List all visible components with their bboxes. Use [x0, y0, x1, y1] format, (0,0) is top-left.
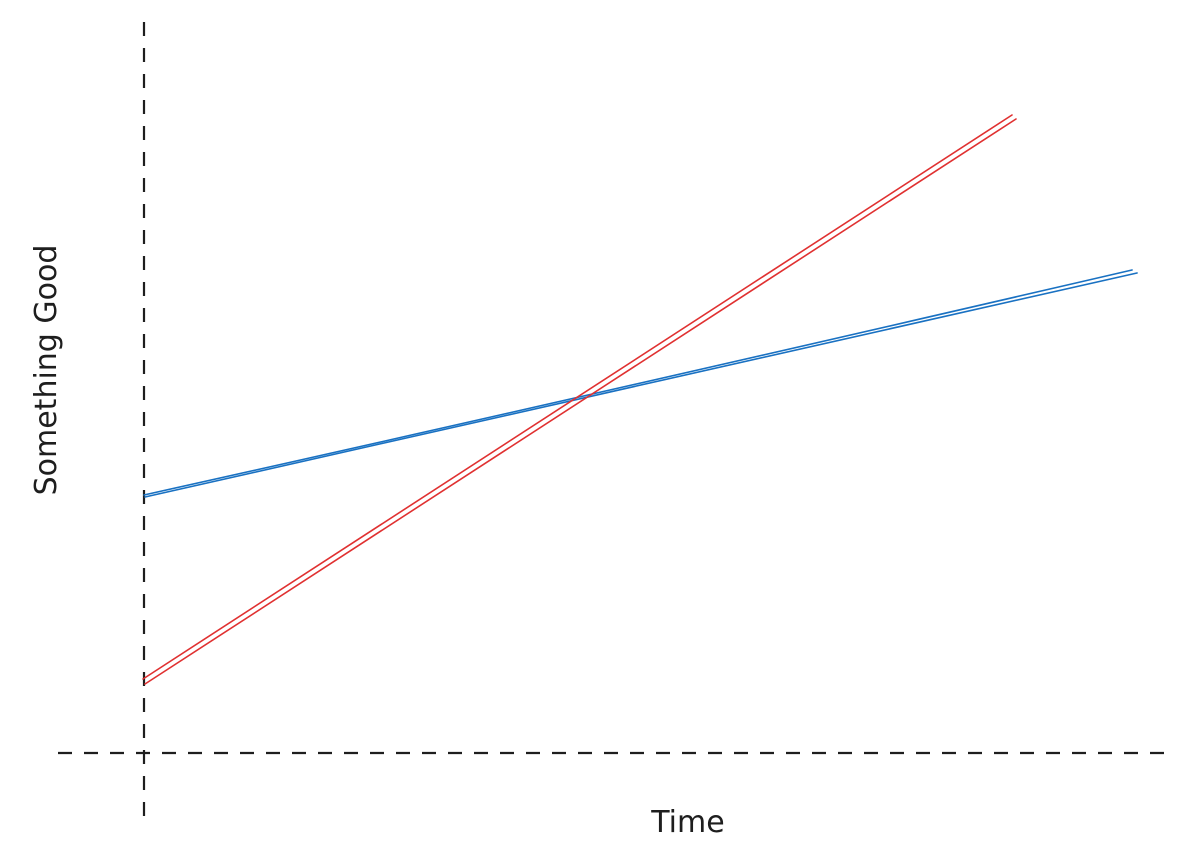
blue-stroke [144, 272, 1138, 498]
blue-line [143, 269, 1138, 498]
blue-stroke [143, 269, 1133, 496]
y-axis-label: Something Good [29, 245, 64, 496]
red-stroke [144, 118, 1017, 685]
x-axis-label: Time [650, 805, 724, 840]
red-line [142, 114, 1017, 685]
red-stroke [142, 114, 1013, 680]
